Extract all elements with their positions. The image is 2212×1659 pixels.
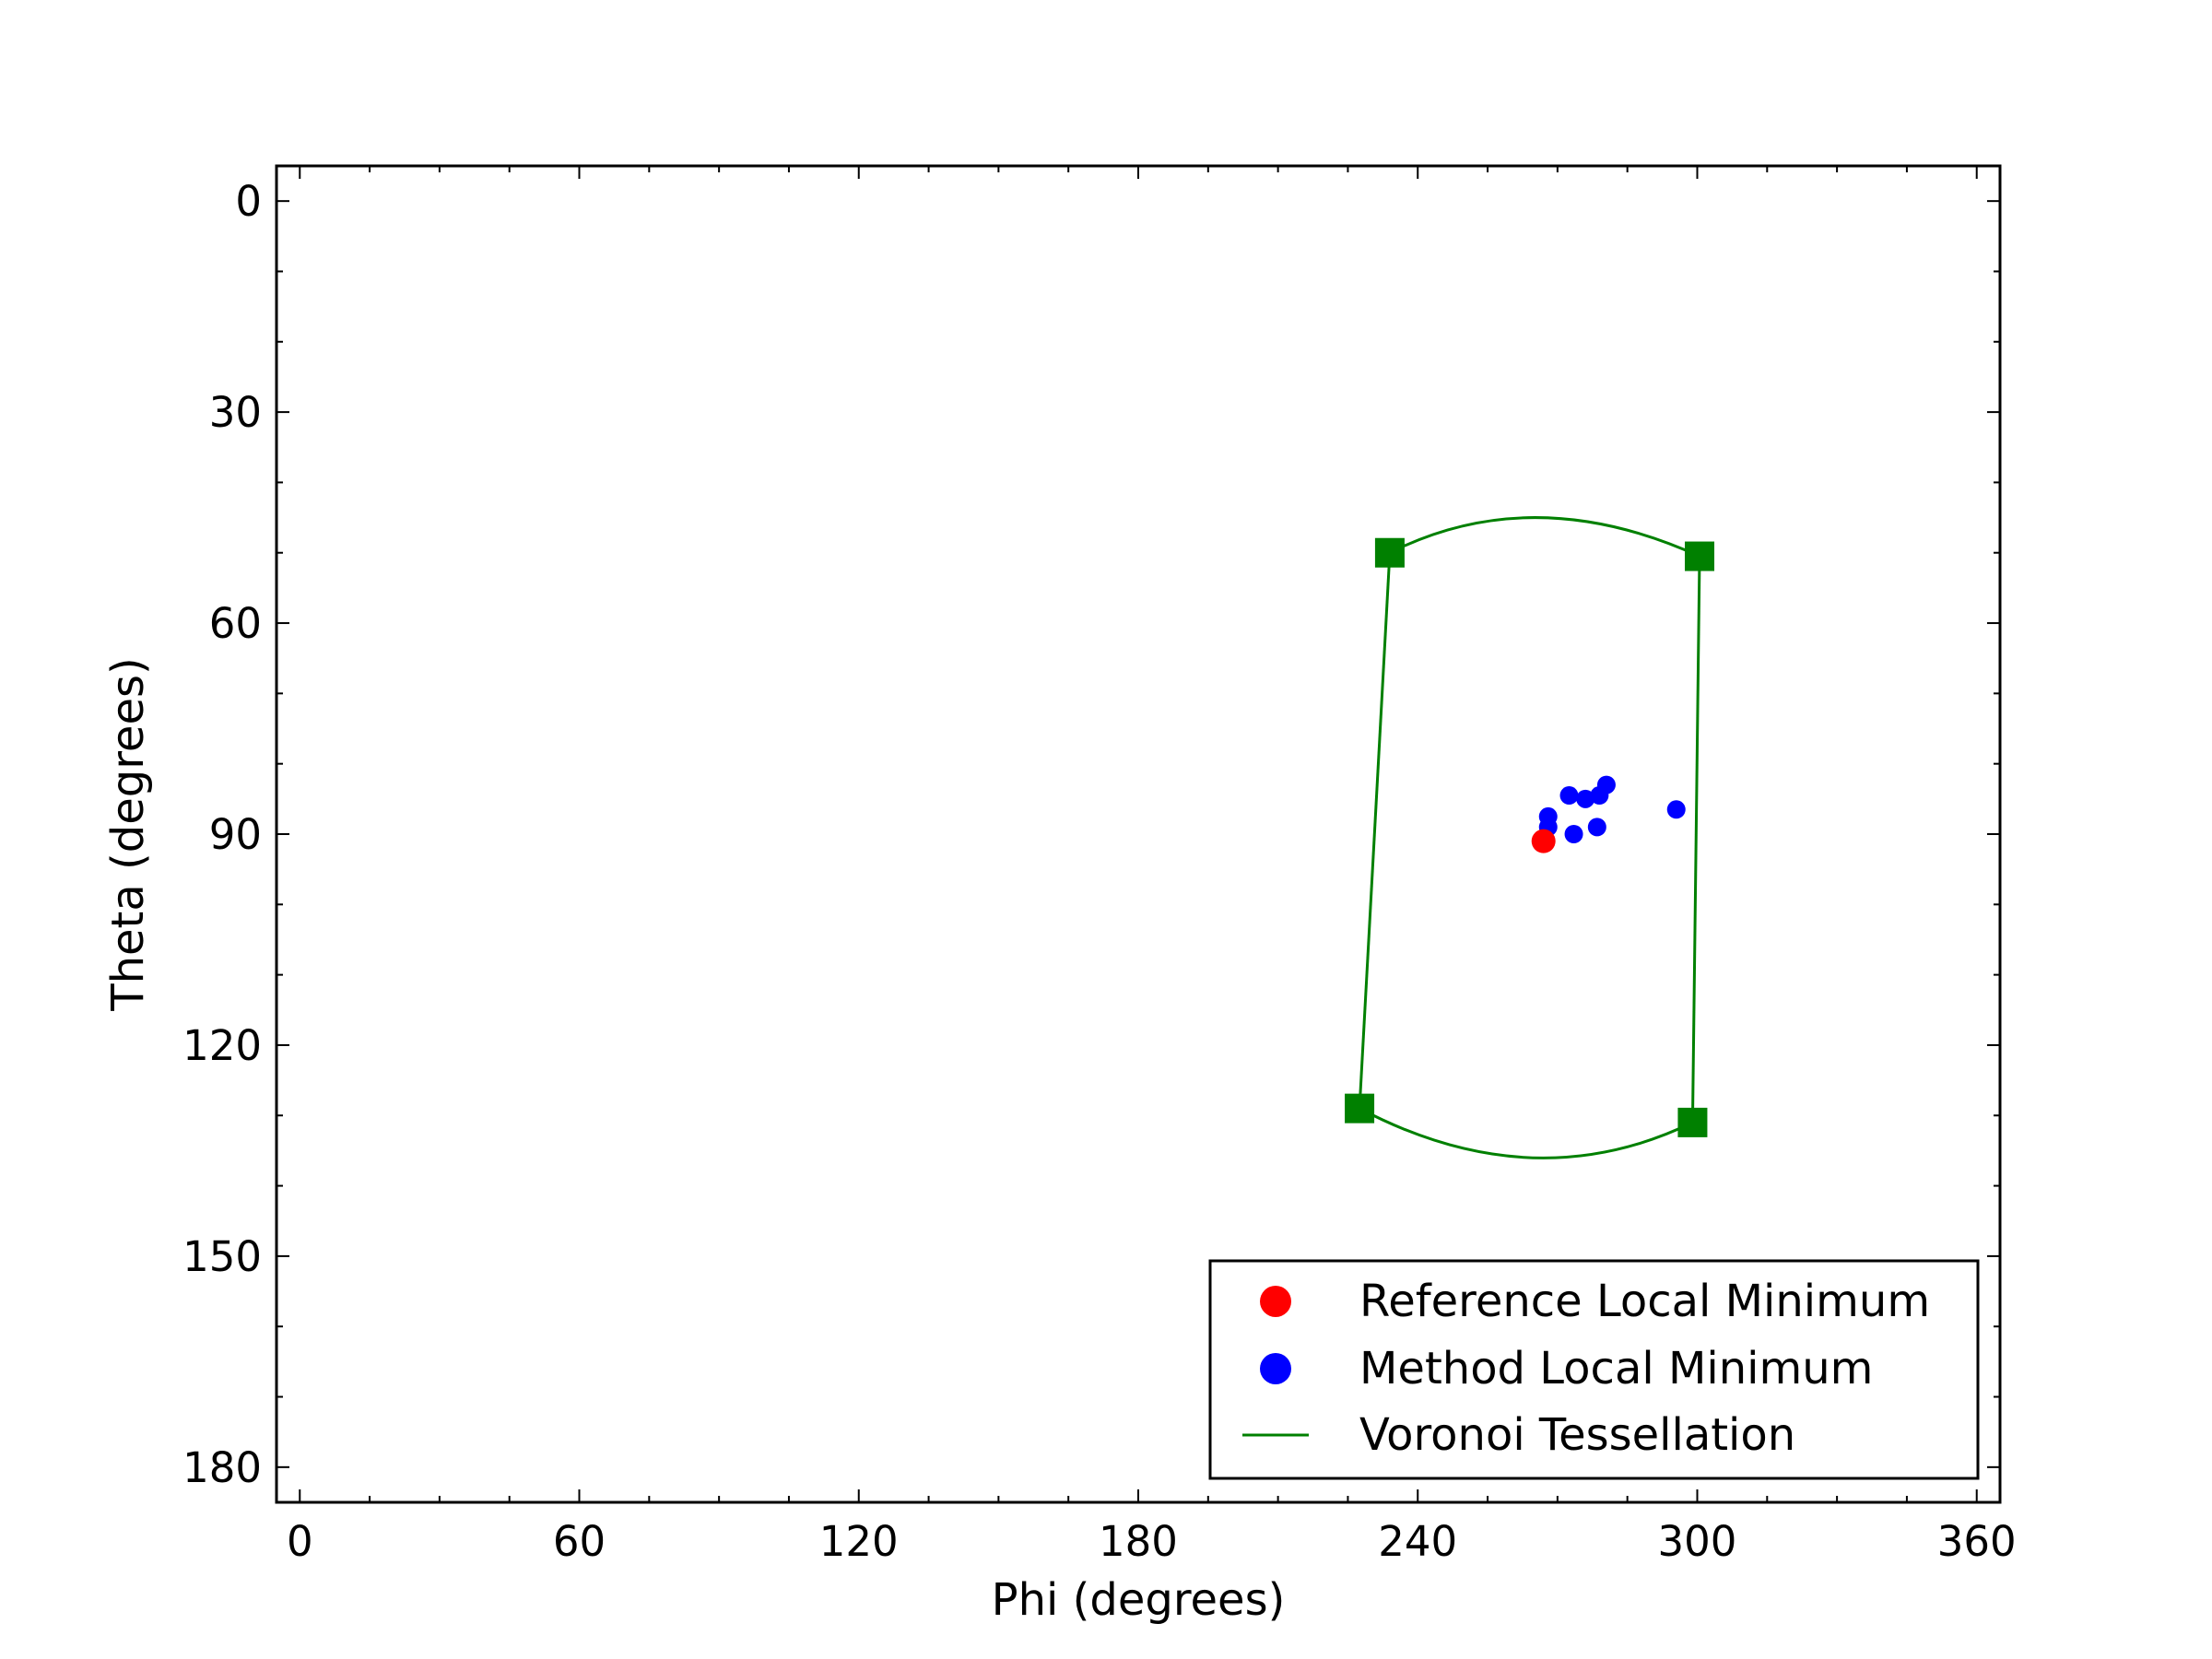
x-axis-title: Phi (degrees) (992, 1574, 1286, 1626)
x-tick-label: 180 (1099, 1517, 1178, 1566)
method-minimum-point (1666, 800, 1686, 819)
y-tick-label: 0 (235, 177, 262, 226)
method-minimum-point (1576, 789, 1595, 808)
voronoi-edge (1358, 552, 1392, 1109)
method-minimum-point (1564, 825, 1583, 843)
voronoi-vertex (1374, 537, 1405, 568)
voronoi-vertex (1345, 1093, 1375, 1124)
y-tick-label: 180 (182, 1443, 262, 1492)
method-minimum-point (1559, 786, 1579, 806)
legend-marker-method (1260, 1353, 1291, 1384)
voronoi-vertex (1685, 541, 1715, 571)
x-tick-label: 120 (819, 1517, 899, 1566)
voronoi-edge (1690, 556, 1701, 1123)
x-tick-label: 360 (1937, 1517, 2017, 1566)
legend-label-method: Method Local Minimum (1359, 1343, 1873, 1394)
y-tick-label: 60 (209, 599, 262, 648)
legend-label-reference: Reference Local Minimum (1359, 1276, 1930, 1327)
legend: Reference Local Minimum Method Local Min… (1208, 1259, 1980, 1480)
axis-ticks: 0 60 120 180 240 300 360 0 30 60 90 120 150 180 (182, 166, 2017, 1566)
x-tick-label: 60 (553, 1517, 606, 1566)
voronoi-edge (1359, 1107, 1694, 1159)
method-minimum-point (1596, 775, 1616, 794)
y-tick-label: 120 (182, 1021, 262, 1070)
x-tick-label: 300 (1658, 1517, 1737, 1566)
y-tick-label: 30 (209, 388, 262, 437)
x-tick-label: 0 (287, 1517, 313, 1566)
voronoi-edge (1389, 516, 1700, 558)
legend-marker-reference (1260, 1286, 1291, 1317)
method-minimum-point (1587, 818, 1606, 837)
voronoi-vertex (1677, 1107, 1708, 1137)
plot-frame (275, 164, 2002, 1504)
reference-minimum-point (1531, 829, 1556, 853)
legend-label-voronoi: Voronoi Tessellation (1359, 1409, 1795, 1461)
y-tick-label: 150 (182, 1232, 262, 1281)
x-tick-label: 240 (1378, 1517, 1457, 1566)
y-tick-label: 90 (209, 810, 262, 859)
legend-box (1208, 1259, 1980, 1480)
plot-area (1345, 516, 1715, 1159)
y-axis-title: Theta (degrees) (102, 657, 154, 1011)
